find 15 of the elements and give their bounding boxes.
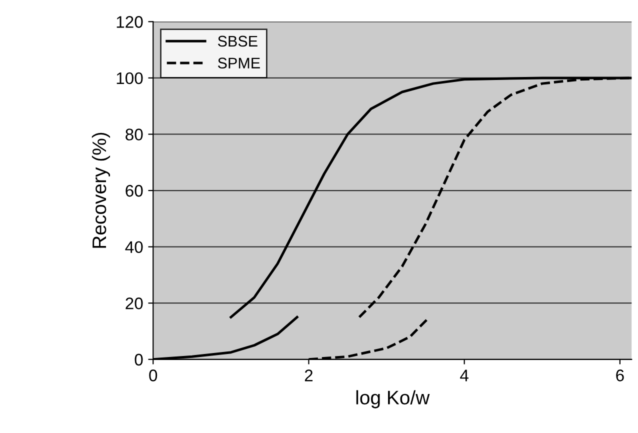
y-axis-title: Recovery (%) xyxy=(92,132,110,248)
x-tick-label: 4 xyxy=(460,370,468,382)
y-tick-label: 80 xyxy=(126,128,143,140)
y-tick-label: 60 xyxy=(126,184,143,197)
x-axis-title: log Ko/w xyxy=(356,390,430,408)
y-tick-label: 100 xyxy=(116,72,143,84)
y-tick-label: 0 xyxy=(134,354,143,366)
y-tick-label: 20 xyxy=(126,298,143,310)
x-tick-label: 0 xyxy=(149,370,158,382)
x-tick-label: 2 xyxy=(304,370,313,382)
x-tick-label: 6 xyxy=(616,370,624,382)
legend-label: SPME xyxy=(218,58,260,69)
y-tick-label: 120 xyxy=(116,16,143,28)
y-tick-label: 40 xyxy=(125,241,143,254)
legend-label: SBSE xyxy=(218,36,258,47)
